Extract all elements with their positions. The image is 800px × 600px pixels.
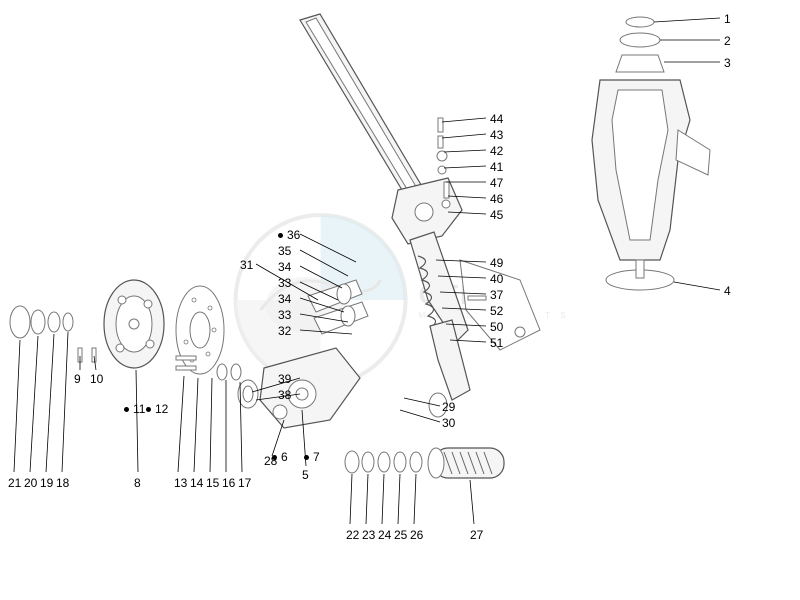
callout-19: 19 bbox=[40, 476, 53, 490]
callout-25: 25 bbox=[394, 528, 407, 542]
callout-21: 21 bbox=[8, 476, 21, 490]
callout-16: 16 bbox=[222, 476, 235, 490]
callout-23: 23 bbox=[362, 528, 375, 542]
callout-27: 27 bbox=[470, 528, 483, 542]
callout-38: 38 bbox=[278, 388, 291, 402]
callout-46: 46 bbox=[490, 192, 503, 206]
callout-18: 18 bbox=[56, 476, 69, 490]
callout-34: 34 bbox=[278, 292, 291, 306]
callout-44: 44 bbox=[490, 112, 503, 126]
callout-13: 13 bbox=[174, 476, 187, 490]
callout-29: 29 bbox=[442, 400, 455, 414]
callout-34: 34 bbox=[278, 260, 291, 274]
diagram-container: OEM M O T O R P A R T S bbox=[0, 0, 800, 600]
callout-5: 5 bbox=[302, 468, 309, 482]
callout-42: 42 bbox=[490, 144, 503, 158]
callout-31: 31 bbox=[240, 258, 253, 272]
steering-column-upper bbox=[592, 17, 720, 290]
callout-6: 6 bbox=[272, 450, 288, 464]
callout-26: 26 bbox=[410, 528, 423, 542]
hub-assembly bbox=[10, 280, 241, 380]
swing-arm bbox=[238, 280, 368, 428]
callout-7: 7 bbox=[304, 450, 320, 464]
callout-1: 1 bbox=[724, 12, 731, 26]
callout-41: 41 bbox=[490, 160, 503, 174]
callout-50: 50 bbox=[490, 320, 503, 334]
callout-20: 20 bbox=[24, 476, 37, 490]
callout-8: 8 bbox=[134, 476, 141, 490]
callout-45: 45 bbox=[490, 208, 503, 222]
shock-absorber bbox=[345, 448, 504, 478]
callout-40: 40 bbox=[490, 272, 503, 286]
callout-9: 9 bbox=[74, 372, 81, 386]
callout-10: 10 bbox=[90, 372, 103, 386]
callout-15: 15 bbox=[206, 476, 219, 490]
callout-51: 51 bbox=[490, 336, 503, 350]
callout-32: 32 bbox=[278, 324, 291, 338]
callout-49: 49 bbox=[490, 256, 503, 270]
callout-52: 52 bbox=[490, 304, 503, 318]
callout-33: 33 bbox=[278, 308, 291, 322]
callout-3: 3 bbox=[724, 56, 731, 70]
callout-43: 43 bbox=[490, 128, 503, 142]
callout-30: 30 bbox=[442, 416, 455, 430]
leaders-bottom bbox=[14, 332, 474, 524]
callout-11: 11 bbox=[124, 402, 145, 416]
callout-4: 4 bbox=[724, 284, 731, 298]
callout-22: 22 bbox=[346, 528, 359, 542]
callout-36: 36 bbox=[278, 228, 300, 242]
callout-39: 39 bbox=[278, 372, 291, 386]
callout-47: 47 bbox=[490, 176, 503, 190]
callout-14: 14 bbox=[190, 476, 203, 490]
callout-2: 2 bbox=[724, 34, 731, 48]
callout-17: 17 bbox=[238, 476, 251, 490]
callout-35: 35 bbox=[278, 244, 291, 258]
parts-drawing bbox=[0, 0, 800, 600]
callout-24: 24 bbox=[378, 528, 391, 542]
callout-33: 33 bbox=[278, 276, 291, 290]
callout-12: 12 bbox=[146, 402, 168, 416]
callout-37: 37 bbox=[490, 288, 503, 302]
